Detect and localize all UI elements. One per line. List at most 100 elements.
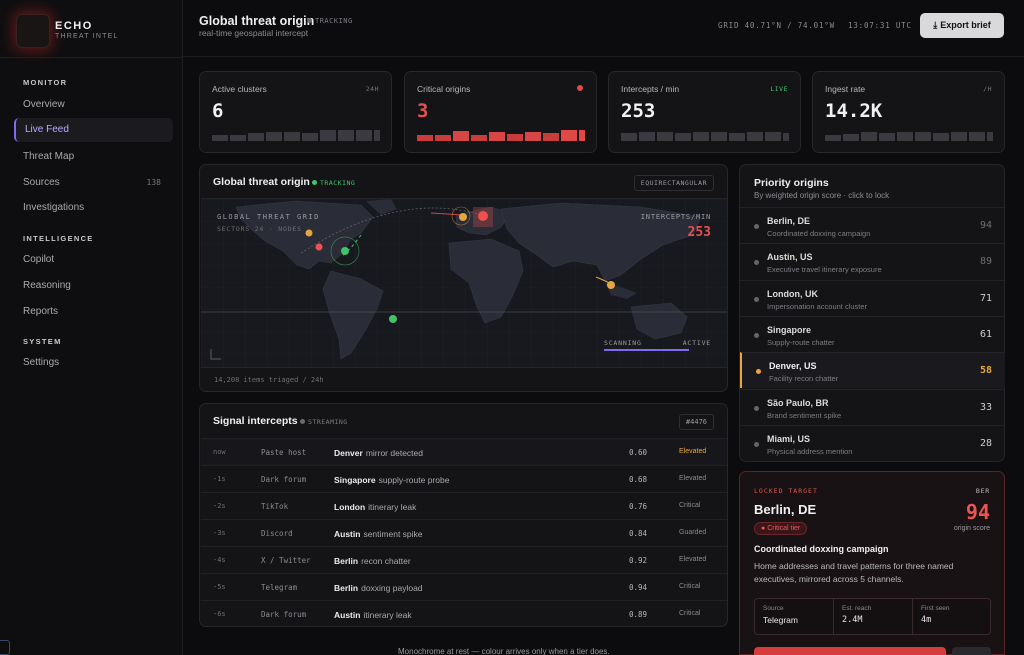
marker-locked[interactable]: [478, 211, 488, 221]
sidebar-item-investigations[interactable]: Investigations: [23, 202, 85, 213]
signal-source: Telegram: [261, 583, 298, 592]
fact-label: Source: [763, 605, 784, 612]
priority-item[interactable]: Austin, US Executive travel itinerary exp…: [740, 243, 1005, 279]
status-dot-icon: [300, 419, 305, 424]
marker-berlin-ring: [451, 206, 471, 226]
priority-dot-icon: [754, 260, 759, 266]
sidebar-item-live-feed[interactable]: Live Feed: [14, 118, 173, 142]
signal-description: supply-route probe: [378, 475, 450, 485]
priority-item[interactable]: Berlin, DE Coordinated doxxing campaign 94: [740, 207, 1005, 243]
signal-row[interactable]: now Paste host Denver mirror detected 0.60 El…: [201, 438, 727, 465]
corner-bracket: [210, 349, 221, 360]
signal-row[interactable]: -4s X / Twitter Berlin recon chatter 0.92 Ele…: [201, 546, 727, 573]
signal-row[interactable]: -6s Dark forum Austin itinerary leak 0.89 Cri…: [201, 600, 727, 627]
signal-text: Denver mirror detected: [334, 447, 423, 459]
signal-description: doxxing payload: [361, 583, 423, 593]
stat-value: 6: [212, 100, 224, 122]
projection-badge[interactable]: EQUIRECTANGULAR: [633, 175, 714, 191]
priority-description: Coordinated doxxing campaign: [767, 229, 871, 238]
signal-city: Denver: [334, 448, 363, 458]
signal-city: London: [334, 502, 366, 512]
signal-level: Critical: [679, 502, 701, 509]
priority-score: 61: [979, 328, 992, 340]
secondary-button[interactable]: [952, 647, 991, 655]
sidebar-item-reasoning[interactable]: Reasoning: [23, 280, 71, 291]
marker-berlin[interactable]: [459, 213, 467, 221]
priority-description: Supply-route chatter: [767, 337, 835, 347]
sidebar-item-threat-map[interactable]: Threat Map: [23, 151, 75, 162]
africa: [448, 238, 524, 324]
stat-card-intercepts: Intercepts / min LIVE 253: [608, 71, 801, 153]
signal-source: X / Twitter: [261, 556, 311, 565]
signal-city: Austin: [334, 529, 361, 539]
stat-card-ingest-rate: Ingest rate /H 14.2K: [812, 71, 1005, 153]
stat-label: Active clusters: [212, 84, 267, 94]
priority-item[interactable]: São Paulo, BR Brand sentiment spike 33: [740, 388, 1005, 425]
fact-value: 2.4M: [842, 615, 863, 625]
signal-time: -5s: [213, 583, 226, 591]
marker-austin[interactable]: [315, 243, 323, 251]
marker-london-origin[interactable]: [305, 229, 313, 237]
stat-value: 253: [621, 100, 656, 122]
scan-progress: [604, 349, 689, 351]
target-description: Home addresses and travel patterns for t…: [754, 561, 954, 584]
signal-text: Austin itinerary leak: [334, 609, 412, 621]
marker-singapore[interactable]: [607, 281, 615, 289]
marker-sao-paulo[interactable]: [389, 315, 397, 323]
priority-item[interactable]: London, UK Impersonation account cluster 7…: [740, 279, 1005, 316]
signal-city: Austin: [334, 610, 361, 620]
sidebar-item-sources[interactable]: Sources 138: [14, 171, 173, 195]
signal-intercepts-panel: Signal intercepts STREAMING #4476 now Pas…: [199, 403, 728, 627]
status-badge: TRACKING: [307, 17, 353, 25]
stat-card-active-clusters: Active clusters 24H 6: [199, 71, 392, 153]
signal-description: mirror detected: [365, 448, 423, 458]
status-label: TRACKING: [315, 17, 353, 25]
fact-label: Est. reach: [842, 605, 872, 612]
priority-item[interactable]: Miami, US Physical address mention 28: [740, 424, 1005, 461]
sources-count: 138: [146, 178, 161, 187]
signal-row[interactable]: -5s Telegram Berlin doxxing payload 0.94 Crit…: [201, 573, 727, 600]
signal-level: Critical: [679, 583, 701, 590]
sidebar-toggle[interactable]: [0, 640, 10, 655]
sidebar-item-copilot[interactable]: Copilot: [23, 254, 55, 265]
priority-city: Singapore: [767, 324, 812, 335]
signal-score: 0.76: [629, 502, 648, 511]
export-brief-button[interactable]: ⤓ Export brief: [920, 13, 1004, 38]
brand-logo-icon: [16, 14, 50, 48]
live-tag: LIVE: [770, 85, 788, 93]
signal-row[interactable]: -2s TikTok London itinerary leak 0.76 Critica…: [201, 492, 727, 519]
signal-score: 0.60: [629, 448, 648, 457]
signal-text: Berlin doxxing payload: [334, 582, 423, 594]
marker-denver[interactable]: [341, 247, 349, 255]
signal-row[interactable]: -3s Discord Austin sentiment spike 0.84 Guard…: [201, 519, 727, 546]
priority-dot-icon: [756, 369, 761, 375]
status-dot-icon: [312, 180, 317, 185]
signal-score: 0.84: [629, 529, 648, 538]
sidebar: ECHO THREAT INTEL MONITOR Overview Live …: [0, 0, 183, 655]
signal-time: -2s: [213, 502, 226, 510]
priority-dot-icon: [754, 441, 759, 447]
clock: 13:07:31 UTC: [848, 21, 912, 30]
signal-row[interactable]: -1s Dark forum Singapore supply-route probe…: [201, 465, 727, 492]
scan-state: ACTIVE: [682, 339, 711, 347]
sidebar-item-settings[interactable]: Settings: [23, 357, 60, 368]
priority-city: Berlin, DE: [767, 216, 811, 226]
priority-item[interactable]: Denver, US Facility recon chatter 58: [740, 352, 1005, 389]
panel-subtitle: By weighted origin score · click to lock: [754, 191, 890, 200]
score-label: origin score: [953, 525, 990, 532]
stat-value: 14.2K: [825, 100, 883, 122]
signal-source: Dark forum: [261, 610, 307, 619]
sidebar-item-reports[interactable]: Reports: [23, 306, 59, 317]
signal-level: Critical: [679, 610, 701, 617]
locked-label: LOCKED TARGET: [754, 487, 818, 495]
priority-item[interactable]: Singapore Supply-route chatter 61: [740, 315, 1005, 352]
action-button[interactable]: [754, 647, 946, 655]
priority-description: Brand sentiment spike: [767, 410, 842, 420]
priority-description: Impersonation account cluster: [767, 301, 868, 311]
target-score: 94: [965, 500, 990, 524]
sidebar-item-overview[interactable]: Overview: [23, 99, 65, 110]
signal-city: Singapore: [334, 475, 376, 485]
target-code: BER: [975, 487, 990, 495]
world-map-svg: [201, 199, 727, 367]
world-map[interactable]: GLOBAL THREAT GRID SECTORS 24 · NODES IN…: [201, 198, 727, 368]
